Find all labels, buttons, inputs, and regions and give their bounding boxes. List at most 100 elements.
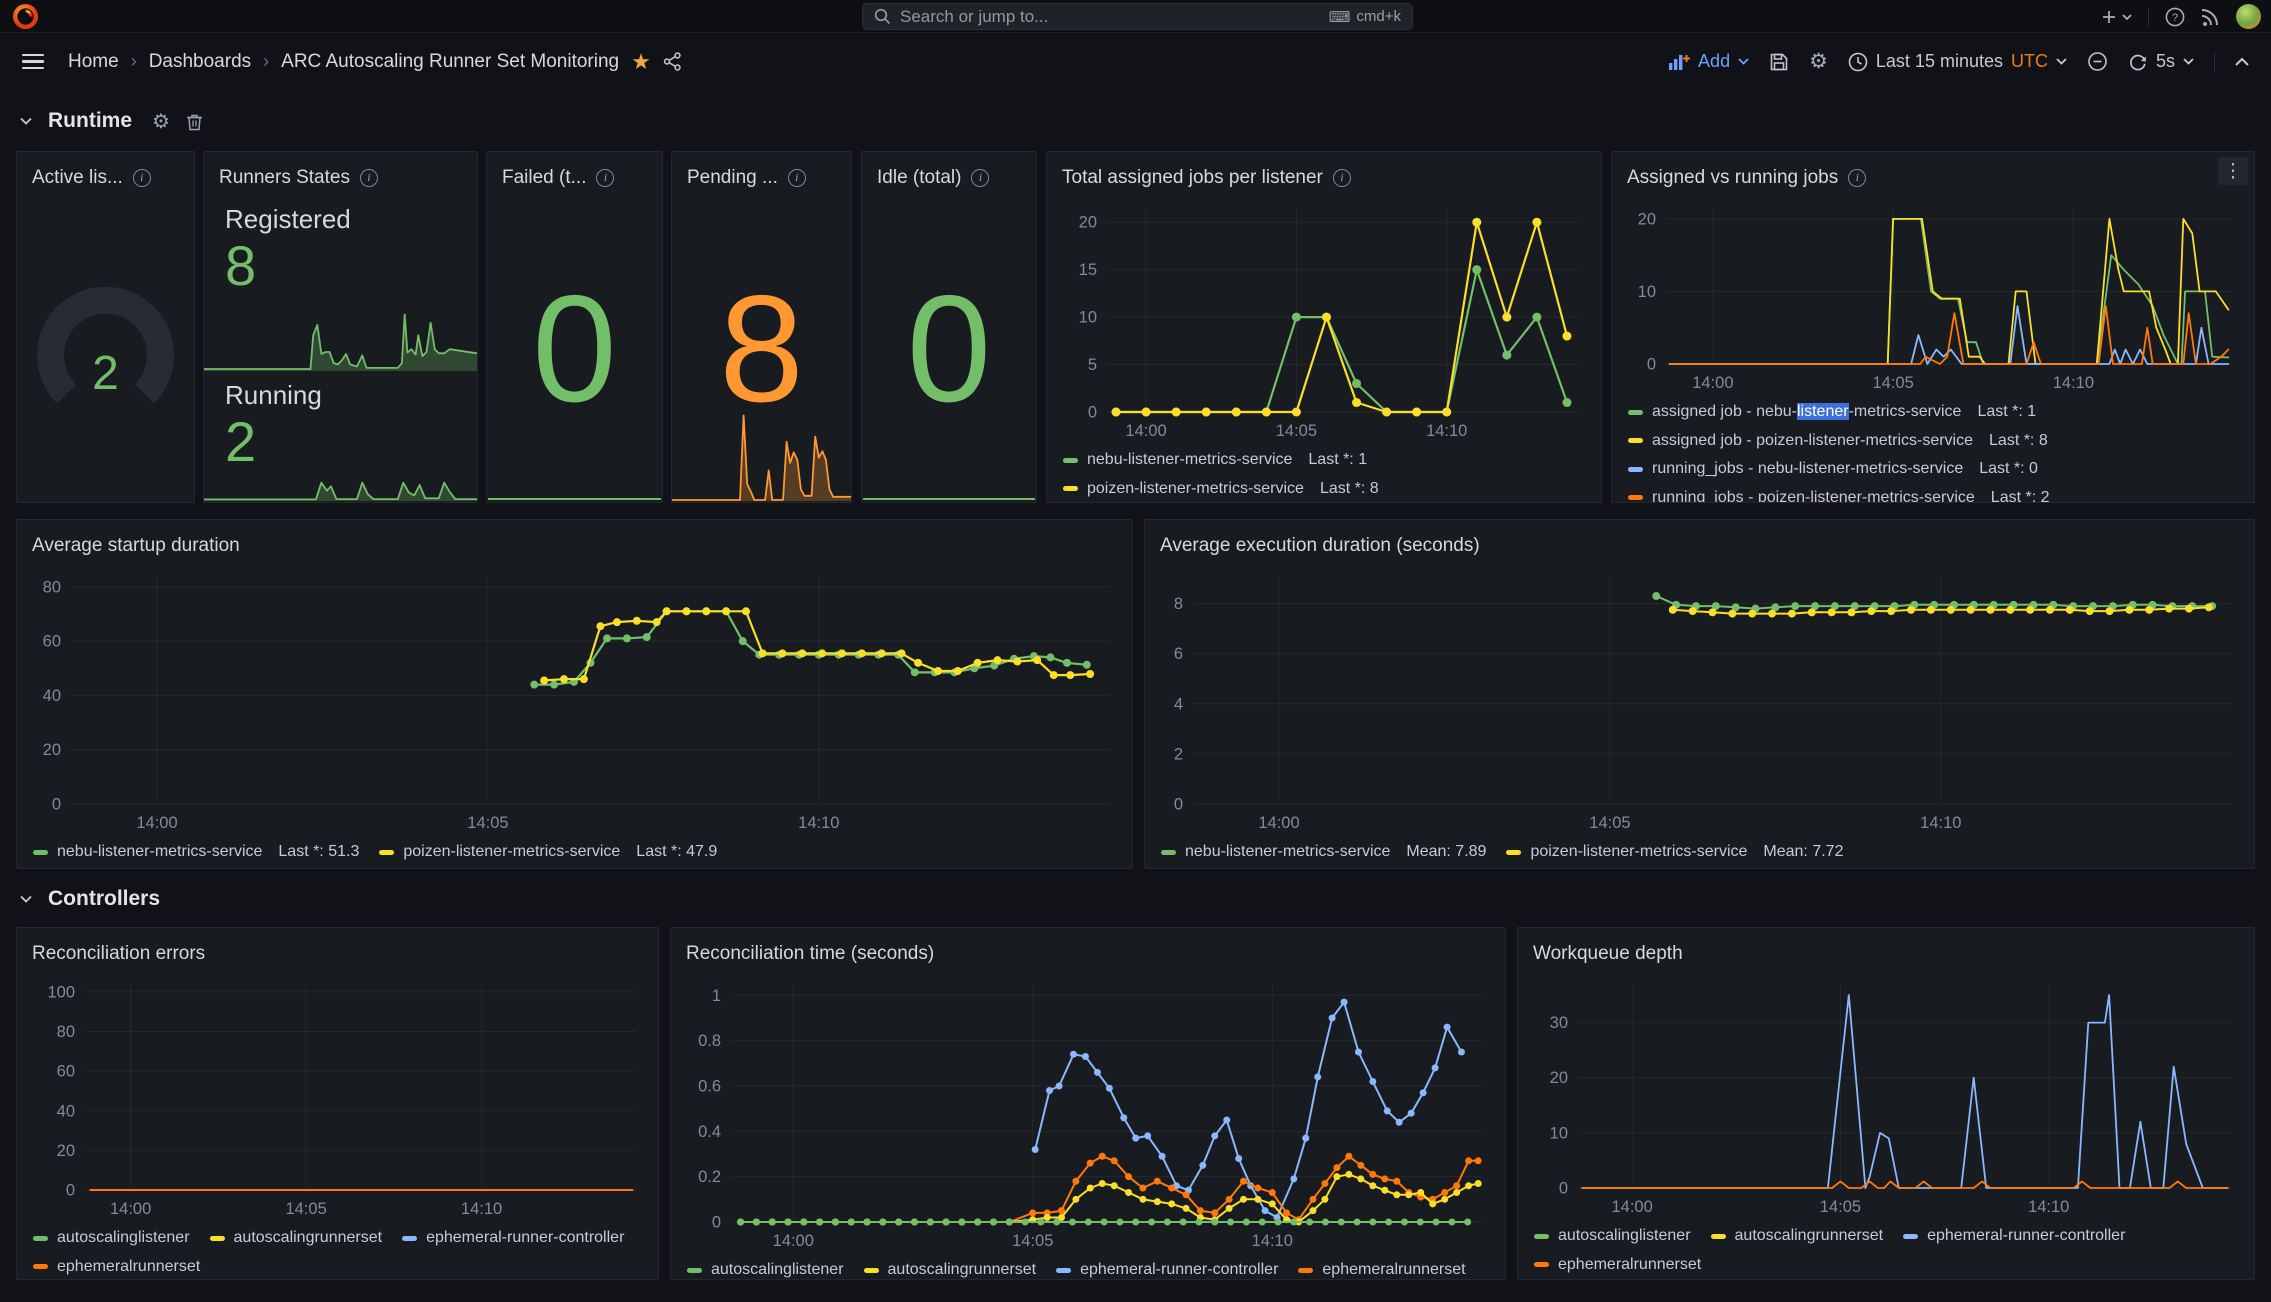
legend-item[interactable]: running_jobs - poizen-listener-metrics-s… xyxy=(1628,484,2238,502)
share-button[interactable] xyxy=(663,52,682,71)
time-range-picker[interactable]: Last 15 minutes UTC xyxy=(1848,51,2067,72)
svg-text:20: 20 xyxy=(1079,214,1097,232)
gauge[interactable]: 2 xyxy=(17,196,194,502)
help-button[interactable]: ? xyxy=(2165,7,2185,27)
legend-item[interactable]: autoscalinglistener xyxy=(1534,1222,1691,1251)
time-series-chart[interactable]: 14:00 14:05 14:10 0 0.2 0.4 0.6 0.8 1 xyxy=(675,972,1497,1254)
legend-color-chip xyxy=(33,1264,48,1270)
legend-item[interactable]: nebu-listener-metrics-service Last *: 51.… xyxy=(33,838,359,867)
collapse-controls-button[interactable] xyxy=(2235,57,2249,66)
legend-value: Last *: 8 xyxy=(1989,431,2048,449)
legend-item[interactable]: nebu-listener-metrics-service Last *: 1 xyxy=(1063,446,1585,475)
legend-item[interactable]: ephemeral-runner-controller xyxy=(1903,1222,2125,1251)
panel-title[interactable]: Failed (t... xyxy=(502,166,587,188)
legend-item[interactable]: autoscalinglistener xyxy=(33,1224,190,1253)
panel-title[interactable]: Average startup duration xyxy=(32,534,240,556)
legend-item[interactable]: autoscalingrunnerset xyxy=(209,1224,382,1253)
section-runtime[interactable]: Runtime ⚙ xyxy=(20,104,203,138)
refresh-button[interactable]: 5s xyxy=(2128,51,2194,72)
zoom-out-button[interactable] xyxy=(2087,51,2108,72)
panel-active-listeners: Active lis... i 2 xyxy=(16,151,195,503)
legend-label: autoscalingrunnerset xyxy=(1734,1227,1884,1244)
legend-item[interactable]: nebu-listener-metrics-service Mean: 7.89 xyxy=(1161,838,1486,867)
legend-color-chip xyxy=(1534,1233,1549,1239)
chevron-down-icon xyxy=(2183,58,2194,65)
svg-text:60: 60 xyxy=(57,1063,75,1081)
legend-color-chip xyxy=(33,849,48,855)
legend-item[interactable]: ephemeral-runner-controller xyxy=(402,1224,624,1253)
panel-title[interactable]: Runners States xyxy=(219,166,350,188)
legend-value: Last *: 0 xyxy=(1979,460,2038,477)
legend-item[interactable]: autoscalingrunnerset xyxy=(863,1256,1036,1279)
section-controllers[interactable]: Controllers xyxy=(20,882,164,916)
time-series-chart[interactable]: 14:00 14:05 14:10 0 10 20 xyxy=(1616,196,2246,396)
panel-title[interactable]: Reconciliation errors xyxy=(32,942,206,964)
svg-text:0: 0 xyxy=(1088,404,1097,422)
breadcrumb-home[interactable]: Home xyxy=(68,50,119,72)
grafana-logo-icon[interactable] xyxy=(12,3,39,30)
row-settings-gear-icon[interactable]: ⚙ xyxy=(152,110,170,133)
row-delete-trash-icon[interactable] xyxy=(186,112,203,131)
add-panel-button[interactable]: Add xyxy=(1668,51,1749,72)
panel-title[interactable]: Reconciliation time (seconds) xyxy=(686,942,935,964)
legend-item[interactable]: poizen-listener-metrics-service Mean: 7.7… xyxy=(1506,838,1843,867)
legend-item[interactable]: ephemeralrunnerset xyxy=(33,1253,200,1280)
svg-text:4: 4 xyxy=(1174,695,1183,713)
breadcrumb-dashboards[interactable]: Dashboards xyxy=(148,50,252,72)
time-series-chart[interactable]: 14:00 14:05 14:10 0 5 10 15 20 xyxy=(1051,196,1593,444)
legend-color-chip xyxy=(209,1235,225,1241)
svg-text:14:10: 14:10 xyxy=(798,814,839,832)
search-input[interactable]: Search or jump to... ⌨ cmd+k xyxy=(862,3,1413,30)
news-rss-button[interactable] xyxy=(2201,7,2220,26)
dashboard-settings-button[interactable]: ⚙ xyxy=(1809,50,1828,73)
legend-item[interactable]: running_jobs - nebu-listener-metrics-ser… xyxy=(1628,455,2238,484)
save-dashboard-button[interactable] xyxy=(1769,52,1789,72)
refresh-icon xyxy=(2130,54,2146,70)
legend-item[interactable]: ephemeralrunnerset xyxy=(1298,1256,1466,1279)
panel-title[interactable]: Active lis... xyxy=(32,166,123,188)
new-item-button[interactable] xyxy=(2102,10,2132,24)
legend-label: poizen-listener-metrics-service xyxy=(1530,843,1748,860)
legend-label: nebu-listener-metrics-service xyxy=(57,843,263,860)
panel-title[interactable]: Average execution duration (seconds) xyxy=(1160,534,1480,556)
legend-item[interactable]: poizen-listener-metrics-service Last *: 8 xyxy=(1063,475,1585,503)
legend-item[interactable]: poizen-listener-metrics-service Last *: 4… xyxy=(379,838,717,867)
legend-item[interactable]: autoscalinglistener xyxy=(687,1256,844,1279)
legend-item[interactable]: ephemeralrunnerset xyxy=(1534,1251,1701,1280)
panel-title[interactable]: Pending ... xyxy=(687,166,778,188)
info-icon[interactable]: i xyxy=(132,168,151,187)
info-icon[interactable]: i xyxy=(971,168,990,187)
info-icon[interactable]: i xyxy=(787,168,806,187)
legend-label: autoscalinglistener xyxy=(57,1229,190,1246)
panel-reconciliation-time: Reconciliation time (seconds) 14:00 14:05… xyxy=(670,927,1506,1280)
legend-color-chip xyxy=(1628,438,1643,444)
panel-menu-kebab-icon[interactable]: ⋮ xyxy=(2218,157,2248,185)
svg-text:40: 40 xyxy=(57,1102,75,1120)
panel-title[interactable]: Assigned vs running jobs xyxy=(1627,166,1839,188)
svg-text:2: 2 xyxy=(1174,745,1183,763)
divider xyxy=(2148,6,2149,27)
panel-title[interactable]: Idle (total) xyxy=(877,166,962,188)
info-icon[interactable]: i xyxy=(596,168,615,187)
legend-item[interactable]: assigned job - poizen-listener-metrics-s… xyxy=(1628,427,2238,456)
favorite-star-icon[interactable]: ★ xyxy=(631,48,651,74)
info-icon[interactable]: i xyxy=(1848,168,1867,187)
time-series-chart[interactable]: 14:00 14:05 14:10 0 20 40 60 80 xyxy=(21,564,1124,836)
legend-item[interactable]: ephemeral-runner-controller xyxy=(1056,1256,1278,1279)
svg-text:?: ? xyxy=(2172,12,2178,24)
legend-item[interactable]: assigned job - nebu-listener-metrics-ser… xyxy=(1628,398,2238,427)
legend-value: Last *: 51.3 xyxy=(278,843,360,860)
user-avatar[interactable] xyxy=(2236,4,2261,29)
menu-toggle-button[interactable] xyxy=(22,53,44,70)
chevron-down-icon xyxy=(2056,58,2067,65)
panel-title[interactable]: Workqueue depth xyxy=(1533,942,1683,964)
info-icon[interactable]: i xyxy=(359,168,378,187)
legend-color-chip xyxy=(379,849,395,855)
time-series-chart[interactable]: 14:00 14:05 14:10 0 2 4 6 8 xyxy=(1149,564,2246,836)
time-range-label: Last 15 minutes xyxy=(1875,51,2003,71)
info-icon[interactable]: i xyxy=(1332,168,1351,187)
legend-item[interactable]: autoscalingrunnerset xyxy=(1710,1222,1884,1251)
panel-title[interactable]: Total assigned jobs per listener xyxy=(1062,166,1323,188)
time-series-chart[interactable]: 14:00 14:05 14:10 0 20 40 60 80 100 xyxy=(21,972,650,1222)
time-series-chart[interactable]: 14:00 14:05 14:10 0 10 20 30 xyxy=(1522,972,2246,1220)
